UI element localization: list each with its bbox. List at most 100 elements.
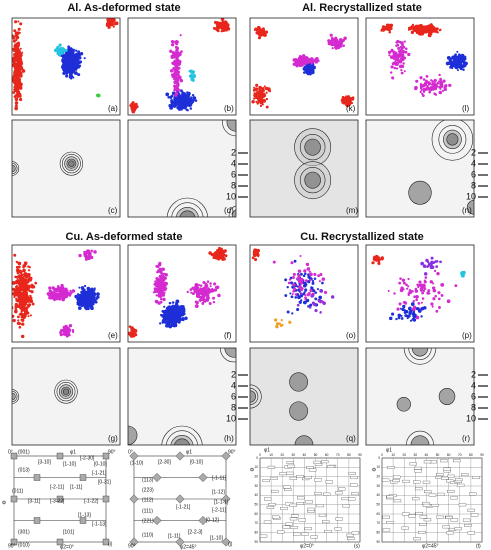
key-marker [324,530,332,533]
orientation-dot [297,279,301,283]
orientation-dot [162,318,166,323]
odf-section [250,348,358,445]
key-marker [445,516,453,519]
orientation-dot [430,302,434,306]
orientation-dot [161,276,166,280]
phi1-tick: 30 [414,453,418,457]
orientation-dot [298,300,302,304]
key-label: 90° [228,449,236,455]
panel-label: (m) [346,206,358,215]
orientation-dot [89,293,93,298]
orientation-dot [448,57,452,61]
key-marker [414,466,422,470]
orientation-dot [164,314,168,317]
key-marker [221,494,231,504]
orientation-dot [387,289,390,293]
key-marker [289,517,298,521]
orientation-dot [176,317,180,321]
key-label: [1-10] [63,461,76,467]
orientation-dot [447,61,452,65]
Phi-tick: 90 [376,540,380,544]
key-label: [-1-21] [176,504,191,510]
key-marker [301,532,309,536]
orientation-dot [27,265,30,268]
orientation-dot [197,284,201,287]
key-marker [129,537,139,547]
orientation-dot [434,294,437,298]
orientation-dot [173,103,177,108]
orientation-dot [312,289,316,293]
orientation-dot [212,300,216,304]
panel-border [127,119,237,218]
orientation-dot [70,59,74,63]
orientation-dot [208,251,212,255]
orientation-dot [131,102,134,105]
orientation-dot [393,292,396,295]
orientation-dot [415,79,419,83]
orientation-dot [64,331,68,335]
panel-label: (f) [224,331,232,340]
key-label: (011) [12,488,24,494]
orientation-dot [313,277,317,280]
orientation-dot [412,300,416,303]
orientation-dot [162,313,165,316]
contour [408,348,432,360]
orientation-dot [265,97,269,101]
key-label: φ2=45° [422,543,439,549]
orientation-dot [387,50,392,55]
orientation-dot [69,66,72,69]
orientation-dot [177,305,180,308]
key-marker [454,527,462,531]
key-marker [290,526,298,529]
key-marker [293,532,301,536]
key-marker [348,497,356,501]
orientation-dot [21,305,24,308]
orientation-dot [167,308,171,312]
orientation-dot [290,261,294,265]
orientation-dot [419,86,423,90]
orientation-dot [297,295,301,300]
orientation-dot [402,281,406,285]
orientation-dot [265,91,268,94]
orientation-dot [173,323,178,328]
orientation-dot [413,295,416,298]
orientation-dot [304,298,307,301]
orientation-dot [417,30,421,33]
orientation-dot [192,96,196,99]
phi1-tick: 70 [336,453,340,457]
orientation-dot [197,290,201,293]
orientation-dot [252,252,256,256]
orientation-dot [17,261,22,266]
orientation-dot [310,286,314,290]
orientation-dot [15,281,19,285]
orientation-dot [72,48,75,52]
orientation-dot [401,64,405,68]
orientation-dot [16,61,21,65]
orientation-dot [392,57,396,60]
orientation-dot [448,83,452,87]
contour [438,388,456,405]
panel [12,348,120,445]
contour [228,205,236,217]
phi1-tick: 30 [292,453,296,457]
key-marker [386,495,394,499]
orientation-dot [421,291,424,295]
orientation-dot [316,288,319,291]
orientation-dot [96,93,101,98]
orientation-dot [23,279,27,283]
orientation-dot [296,276,301,281]
orientation-dot [411,312,416,316]
orientation-dot [19,66,24,70]
key-marker [467,508,475,512]
orientation-dot [22,273,25,276]
orientation-dot [399,277,402,280]
orientation-dot [169,49,173,53]
orientation-dot [433,78,437,83]
key-marker [413,480,421,484]
key-marker [347,537,355,540]
orientation-dot [462,55,466,59]
orientation-dot [318,295,323,300]
contour [446,133,459,146]
legend-level: 10 [226,191,236,201]
orientation-dot [226,26,230,30]
